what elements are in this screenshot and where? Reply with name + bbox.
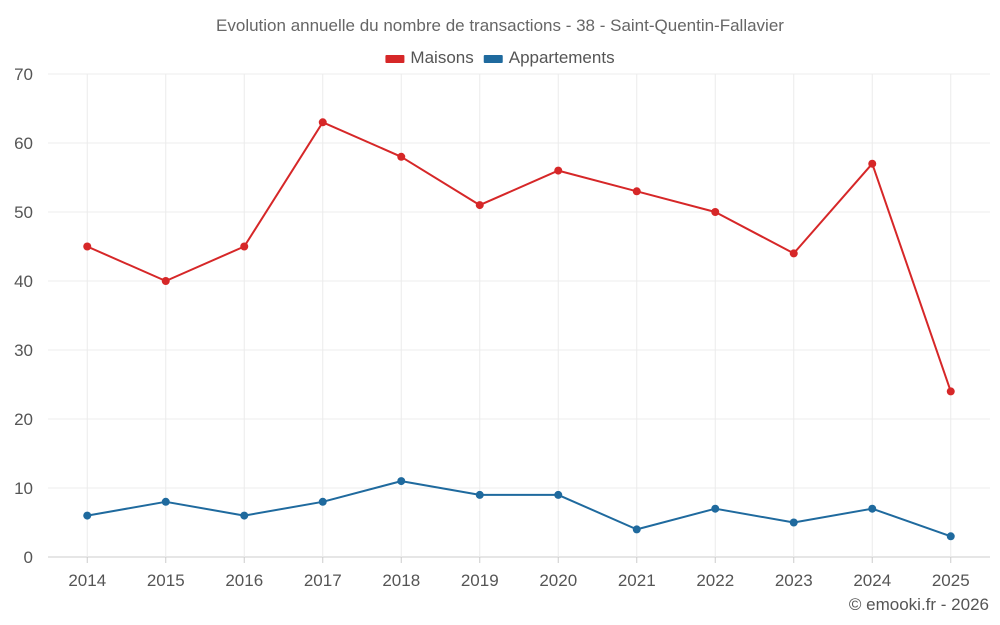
x-tick-label: 2024 <box>853 571 891 590</box>
data-point[interactable] <box>711 504 720 513</box>
legend: Maisons Appartements <box>385 48 615 67</box>
x-axis: 2014 2015 2016 2017 2018 2019 2020 2021 2022 2023… <box>68 571 969 590</box>
data-point[interactable] <box>397 477 406 486</box>
x-tick-label: 2019 <box>461 571 499 590</box>
data-point[interactable] <box>161 277 170 285</box>
y-tick-label: 10 <box>14 479 33 498</box>
data-point[interactable] <box>946 387 955 396</box>
y-axis: 0 10 20 30 40 50 60 70 <box>14 65 33 567</box>
data-point[interactable] <box>868 504 877 513</box>
x-tick-label: 2020 <box>539 571 577 590</box>
x-tick-label: 2021 <box>618 571 656 590</box>
series-line <box>87 480 952 538</box>
x-tick-label: 2018 <box>382 571 420 590</box>
x-tick-label: 2023 <box>775 571 813 590</box>
data-point[interactable] <box>397 152 406 161</box>
legend-item-maisons[interactable]: Maisons <box>385 48 474 67</box>
legend-swatch <box>385 55 405 63</box>
data-point[interactable] <box>711 208 720 216</box>
series-group <box>83 118 955 541</box>
data-point[interactable] <box>318 497 327 506</box>
data-point[interactable] <box>83 511 92 520</box>
series-appartements <box>83 477 955 541</box>
y-tick-label: 60 <box>14 134 33 153</box>
grid <box>48 73 990 563</box>
legend-swatch <box>483 55 503 63</box>
data-point[interactable] <box>868 159 877 168</box>
data-point[interactable] <box>789 249 798 258</box>
y-tick-label: 20 <box>14 410 33 429</box>
series-line <box>86 121 952 392</box>
data-point[interactable] <box>240 242 249 251</box>
data-point[interactable] <box>475 201 484 210</box>
y-tick-label: 70 <box>14 65 33 84</box>
x-tick-label: 2014 <box>68 571 106 590</box>
x-tick-label: 2025 <box>932 571 970 590</box>
x-tick-label: 2017 <box>304 571 342 590</box>
y-tick-label: 40 <box>14 272 33 291</box>
x-tick-label: 2015 <box>147 571 185 590</box>
x-tick-label: 2016 <box>225 571 263 590</box>
data-point[interactable] <box>946 532 955 541</box>
data-point[interactable] <box>632 525 641 534</box>
data-point[interactable] <box>161 497 170 506</box>
data-point[interactable] <box>789 518 798 527</box>
data-point[interactable] <box>475 490 484 499</box>
chart-title: Evolution annuelle du nombre de transact… <box>216 16 784 35</box>
legend-label: Maisons <box>410 48 473 67</box>
data-point[interactable] <box>240 511 249 520</box>
data-point[interactable] <box>318 118 327 127</box>
data-point[interactable] <box>554 166 563 175</box>
data-point[interactable] <box>554 490 563 499</box>
y-tick-label: 50 <box>14 203 33 222</box>
y-tick-label: 30 <box>14 341 33 360</box>
y-tick-label: 0 <box>24 548 33 567</box>
x-tick-label: 2022 <box>696 571 734 590</box>
series-maisons <box>83 118 955 396</box>
legend-item-appartements[interactable]: Appartements <box>483 48 615 67</box>
data-point[interactable] <box>83 242 92 251</box>
credit-text: © emooki.fr - 2026 <box>849 595 989 614</box>
legend-label: Appartements <box>509 48 615 67</box>
data-point[interactable] <box>632 187 641 196</box>
